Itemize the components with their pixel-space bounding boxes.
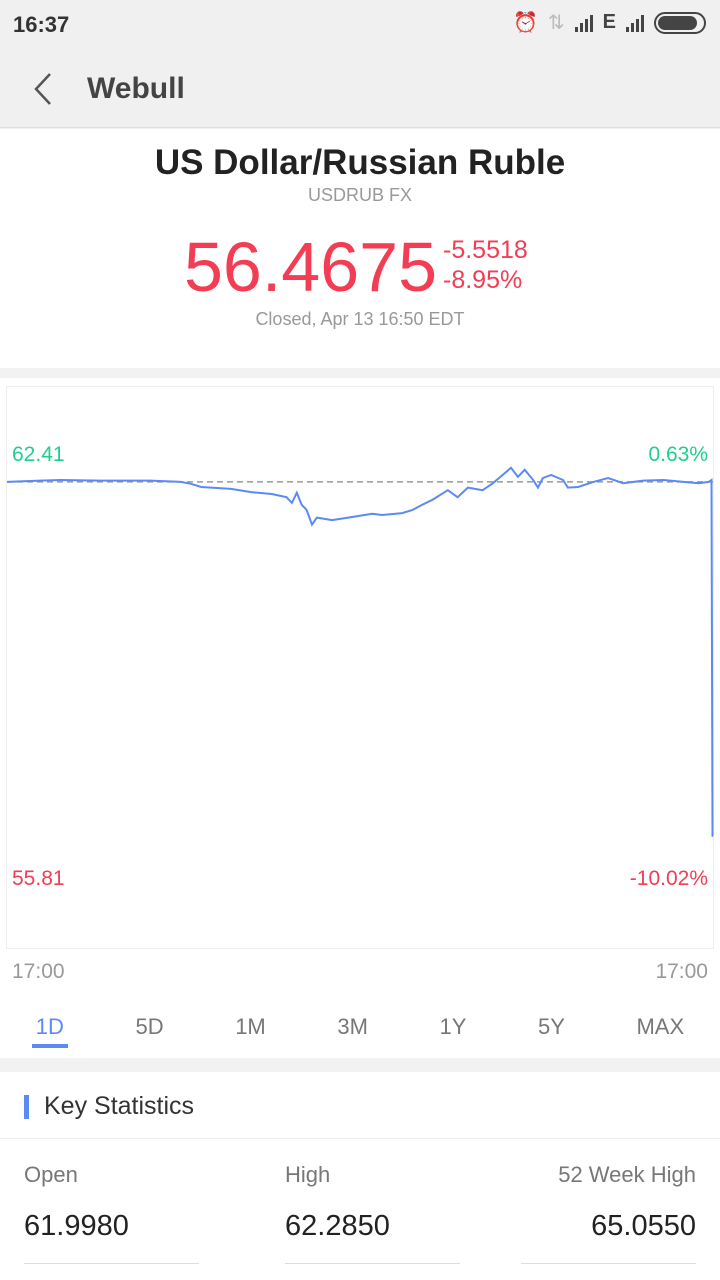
y-low-label: 55.81 [12,867,65,890]
stat-value: 65.0550 [591,1210,696,1242]
stat-label: 52 Week High [558,1162,696,1187]
stat-open: Open 61.9980 [24,1162,199,1264]
divider [0,1138,720,1139]
last-price: 56.4675 [184,228,438,306]
market-status: Closed, Apr 13 16:50 EDT [255,309,465,329]
tab-1y[interactable]: 1Y [439,1014,467,1039]
x-start-label: 17:00 [12,960,65,983]
pct-high-label: 0.63% [648,443,708,466]
instrument-name: US Dollar/Russian Ruble [154,143,566,182]
price-chart[interactable]: 62.41 0.63% 55.81 -10.02% 17:00 17:00 [0,378,720,1058]
network-type: E [602,11,616,33]
signal-icon-2 [626,14,644,32]
data-transfer-icon: ⇅ [547,12,565,34]
signal-icon [574,14,593,32]
tab-1d[interactable]: 1D [30,1010,70,1048]
range-tabs: 1D 5D 1M 3M 1Y 5Y MAX [0,1010,720,1048]
price-change: -5.5518 [443,236,528,264]
nav-bar: Webull [0,50,720,128]
stat-value: 61.9980 [24,1210,129,1242]
divider [521,1263,696,1264]
battery-icon [654,11,706,34]
status-time: 16:37 [13,12,70,37]
divider [24,1263,199,1264]
tab-max[interactable]: MAX [636,1014,685,1039]
tab-3m[interactable]: 3M [337,1014,368,1039]
tab-5d[interactable]: 5D [135,1014,164,1039]
x-end-label: 17:00 [655,960,708,983]
stat-value: 62.2850 [285,1210,390,1242]
status-bar: 16:37 ⏰ ⇅ E [0,0,720,50]
stat-high: High 62.2850 [285,1162,460,1264]
quote-header: US Dollar/Russian Ruble USDRUB FX 56.467… [0,129,720,368]
tab-5y[interactable]: 5Y [537,1014,565,1039]
price-change-percent: -8.95% [443,266,523,294]
key-statistics-title: Key Statistics [24,1092,194,1121]
divider [285,1263,460,1264]
stat-label: Open [24,1162,78,1187]
stat-label: High [285,1162,331,1187]
y-high-label: 62.41 [12,443,65,466]
back-icon[interactable] [30,72,60,106]
pct-low-label: -10.02% [629,867,708,890]
alarm-icon: ⏰ [512,12,538,34]
instrument-symbol: USDRUB FX [307,185,412,205]
chart-svg[interactable] [0,378,720,1058]
nav-title: Webull [87,72,185,105]
chart-frame [6,386,714,949]
price-line [6,466,714,838]
stat-52-week-high: 52 Week High 65.0550 [521,1162,696,1264]
tab-1m[interactable]: 1M [235,1014,266,1039]
key-statistics: Key Statistics Open 61.9980 High 62.2850… [0,1072,720,1280]
